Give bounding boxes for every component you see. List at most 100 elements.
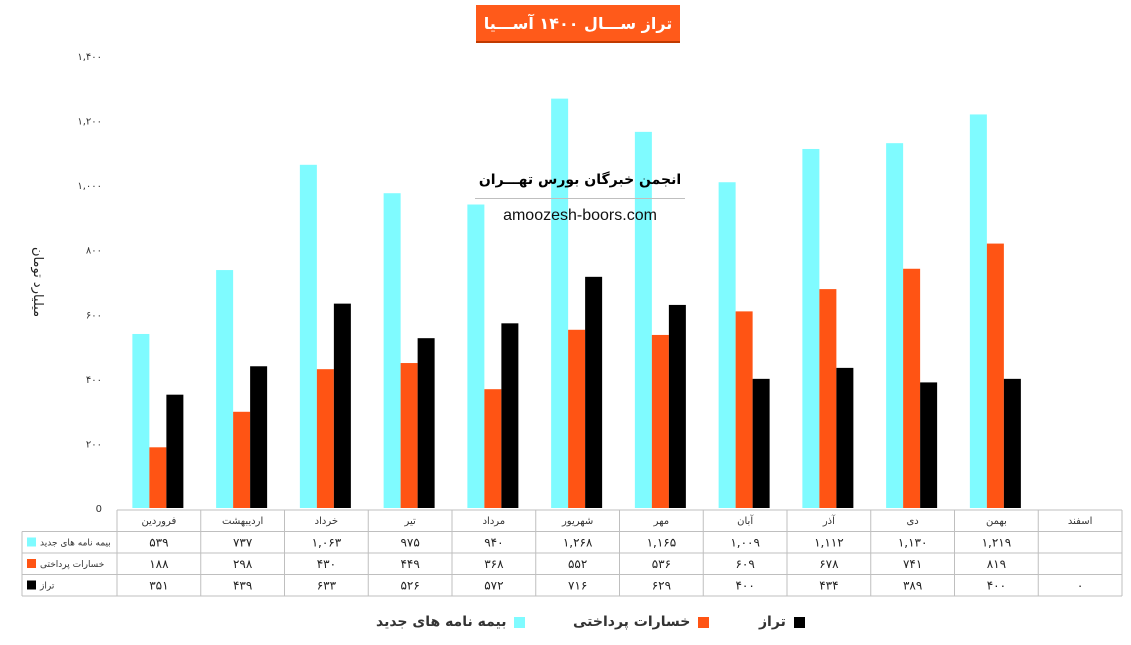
bar-new_premiums-4	[467, 204, 485, 508]
data-label: ۴۳۰	[317, 557, 336, 571]
y-tick-label: ۶۰۰	[86, 310, 102, 321]
watermark-name: انجمن خبرگان بورس تهـــران	[475, 172, 685, 199]
x-tick-label: فروردین	[141, 516, 176, 527]
legend-label-claims: خسارات پرداختی	[573, 614, 691, 630]
bar-claims_paid-10	[986, 243, 1004, 508]
bar-new_premiums-8	[802, 148, 820, 509]
y-tick-label: ۱,۴۰۰	[77, 52, 102, 63]
y-tick-label: ۲۰۰	[86, 439, 102, 450]
data-label: ۶۷۸	[819, 557, 839, 571]
bar-new_premiums-3	[383, 193, 401, 508]
bar-new_premiums-7	[718, 182, 736, 509]
x-tick-label: تیر	[403, 516, 416, 527]
data-label: ۸۱۹	[987, 557, 1006, 571]
x-tick-label: مهر	[653, 516, 669, 527]
data-label: ۵۲۶	[400, 579, 419, 593]
watermark: انجمن خبرگان بورس تهـــران amoozesh-boor…	[475, 172, 685, 225]
y-tick-label: ۱,۰۰۰	[77, 181, 102, 192]
bar-new_premiums-0	[132, 333, 150, 508]
legend-label-new-premiums: بیمه نامه های جدید	[376, 614, 507, 630]
data-label: ۷۴۱	[903, 557, 922, 571]
data-label: ۵۷۲	[484, 579, 503, 593]
row-name-balance: تراز	[39, 582, 55, 592]
data-label: ۱,۲۶۸	[563, 536, 593, 550]
x-tick-label: آبان	[737, 514, 754, 527]
data-label: ۴۳۴	[819, 579, 838, 593]
y-tick-label: ۴۰۰	[86, 375, 102, 386]
legend-item-new-premiums: بیمه نامه های جدید	[376, 612, 526, 632]
bar-claims_paid-3	[400, 363, 418, 508]
data-label: ۳۶۸	[484, 557, 504, 571]
legend-item-claims: خسارات پرداختی	[573, 612, 710, 632]
bar-balance-4	[501, 323, 519, 508]
data-label: ۴۰۰	[735, 579, 754, 593]
legend-swatch-balance	[793, 616, 805, 628]
row-swatch-balance	[27, 580, 36, 590]
watermark-url: amoozesh-boors.com	[503, 207, 657, 224]
legend-label-balance: تراز	[759, 614, 786, 630]
data-label: ۵۳۶	[652, 557, 671, 571]
bar-balance-0	[166, 394, 184, 508]
legend-swatch-claims	[698, 616, 710, 628]
y-tick-label: ۸۰۰	[86, 246, 102, 257]
data-label: ۵۵۲	[568, 557, 587, 571]
data-label: ۰	[1077, 579, 1083, 593]
data-label: ۴۳۹	[233, 579, 252, 593]
chart-title-text: تراز ســـال ۱۴۰۰ آســـیا	[483, 13, 673, 33]
data-label: ۷۱۶	[568, 579, 587, 593]
bar-claims_paid-4	[484, 389, 502, 508]
bar-balance-5	[585, 276, 603, 508]
bar-new_premiums-2	[299, 164, 317, 508]
data-label: ۶۰۹	[735, 557, 754, 571]
bar-claims_paid-0	[149, 447, 167, 508]
y-tick-label: ۱,۲۰۰	[77, 117, 102, 128]
bar-balance-8	[836, 367, 854, 508]
x-tick-label: مرداد	[483, 516, 506, 527]
bar-claims_paid-2	[316, 369, 334, 508]
data-label: ۳۵۱	[149, 579, 168, 593]
bar-balance-2	[333, 303, 351, 508]
data-label: ۲۹۸	[233, 557, 253, 571]
bar-claims_paid-7	[735, 311, 753, 508]
bar-new_premiums-6	[634, 131, 652, 508]
y-tick-label: 0	[96, 504, 102, 515]
legend-swatch-new-premiums	[514, 616, 526, 628]
bar-balance-7	[752, 378, 770, 508]
chart-title: تراز ســـال ۱۴۰۰ آســـیا	[476, 5, 680, 43]
x-tick-label: بهمن	[986, 516, 1007, 527]
data-label: ۱۸۸	[149, 557, 169, 571]
y-axis-label: میلیارد تومان	[30, 247, 45, 317]
row-name-new_premiums: بیمه نامه های جدید	[40, 539, 111, 549]
bar-balance-3	[417, 338, 435, 508]
data-label: ۵۳۹	[149, 536, 168, 550]
row-name-claims_paid: خسارات پرداختی	[40, 560, 104, 570]
x-tick-label: خرداد	[315, 516, 338, 527]
bar-new_premiums-9	[886, 143, 904, 508]
bar-claims_paid-8	[819, 289, 837, 508]
x-tick-label: اردیبهشت	[222, 516, 263, 527]
x-tick-label: اسفند	[1068, 516, 1092, 527]
x-tick-label: دی	[906, 516, 918, 527]
bar-new_premiums-10	[969, 114, 987, 509]
bar-claims_paid-9	[903, 268, 921, 508]
data-label: ۶۲۹	[652, 579, 671, 593]
bar-new_premiums-5	[551, 98, 569, 509]
bar-claims_paid-5	[568, 329, 586, 508]
data-label: ۹۴۰	[484, 536, 503, 550]
data-label: ۶۳۳	[317, 579, 337, 593]
bar-new_premiums-1	[216, 270, 234, 508]
x-tick-label: آذر	[822, 514, 836, 527]
data-label: ۱,۱۶۵	[647, 536, 677, 550]
data-label: ۱,۰۶۳	[312, 536, 342, 550]
data-label: ۴۴۹	[400, 557, 419, 571]
bar-claims_paid-1	[233, 411, 251, 508]
data-label: ۳۸۹	[903, 579, 922, 593]
data-label: ۱,۲۱۹	[982, 536, 1012, 550]
data-label: ۴۰۰	[987, 579, 1006, 593]
row-swatch-new_premiums	[27, 537, 36, 547]
data-label: ۱,۱۱۲	[814, 536, 844, 550]
data-label: ۱,۱۳۰	[898, 536, 928, 550]
bar-balance-9	[920, 382, 938, 508]
data-label: ۱,۰۰۹	[730, 536, 760, 550]
